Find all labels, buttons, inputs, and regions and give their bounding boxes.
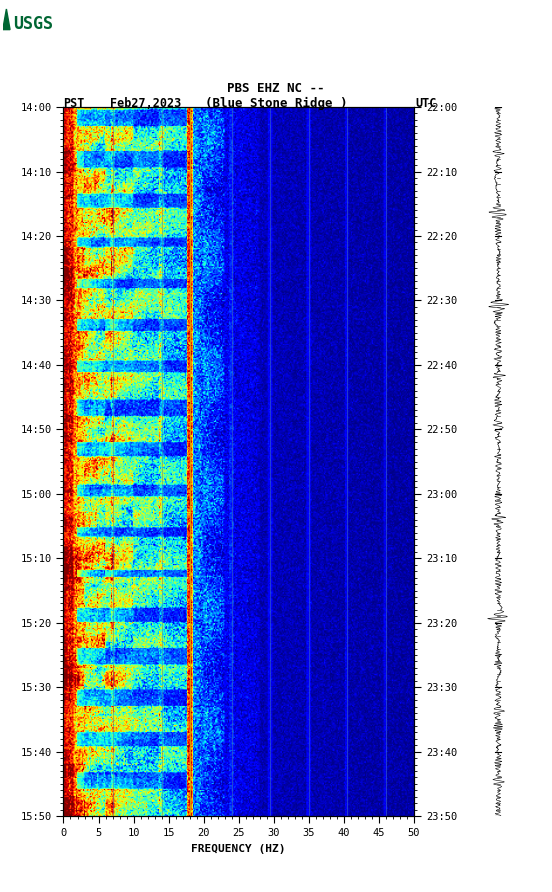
- Text: UTC: UTC: [415, 96, 437, 110]
- Text: Feb27,2023: Feb27,2023: [110, 96, 182, 110]
- Polygon shape: [3, 9, 10, 29]
- X-axis label: FREQUENCY (HZ): FREQUENCY (HZ): [192, 844, 286, 854]
- Text: USGS: USGS: [13, 15, 53, 33]
- Text: PBS EHZ NC --: PBS EHZ NC --: [227, 82, 325, 95]
- Text: PST: PST: [63, 96, 85, 110]
- Text: (Blue Stone Ridge ): (Blue Stone Ridge ): [205, 96, 347, 110]
